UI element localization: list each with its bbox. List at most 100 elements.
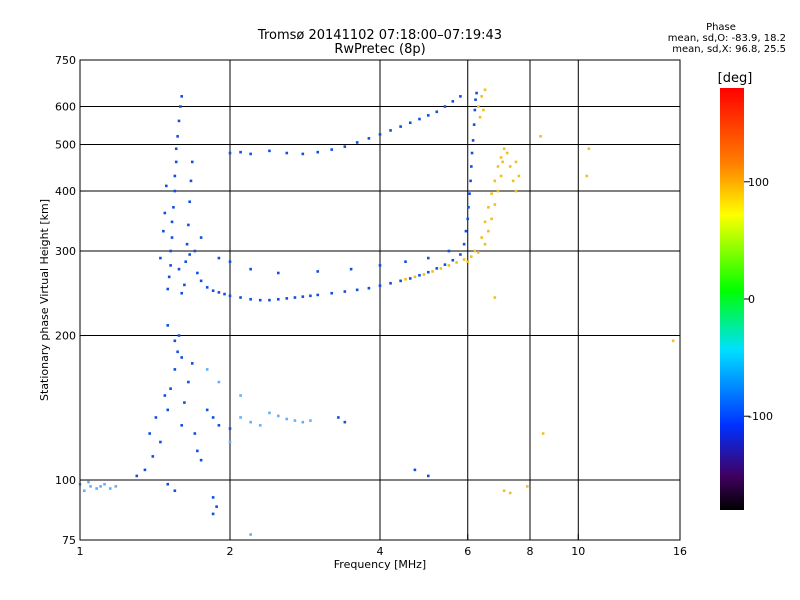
- phase-stats: Phase mean, sd,O: -83.9, 18.2 mean, sd,X…: [596, 22, 786, 55]
- scatter-point: [196, 271, 199, 275]
- scatter-point: [493, 296, 497, 299]
- scatter-point: [378, 133, 382, 136]
- scatter-point: [478, 115, 482, 119]
- scatter-point: [404, 260, 407, 264]
- scatter-point: [170, 220, 174, 224]
- scatter-point: [399, 125, 402, 128]
- scatter-point: [177, 334, 181, 337]
- scatter-point: [169, 249, 172, 253]
- scatter-point: [173, 489, 177, 493]
- scatter-point: [355, 141, 359, 144]
- scatter-point: [483, 220, 487, 224]
- scatter-point: [187, 380, 190, 384]
- scatter-point: [249, 533, 252, 536]
- scatter-point: [239, 416, 242, 419]
- scatter-point: [211, 416, 215, 419]
- scatter-point: [483, 242, 487, 246]
- scatter-point: [309, 294, 312, 298]
- scatter-point: [174, 160, 178, 164]
- scatter-point: [177, 119, 181, 123]
- scatter-point: [166, 482, 170, 486]
- scatter-point: [205, 408, 209, 412]
- phase-o-mode: mean, sd,O: -83.9, 18.2: [667, 33, 786, 44]
- scatter-point: [490, 217, 493, 221]
- scatter-point: [169, 387, 172, 390]
- scatter-point: [173, 174, 177, 178]
- scatter-point: [174, 147, 178, 151]
- scatter-point: [389, 129, 392, 132]
- scatter-point: [426, 474, 430, 478]
- scatter-point: [166, 408, 170, 412]
- scatter-point: [499, 174, 503, 178]
- scatter-point: [159, 256, 162, 260]
- scatter-point: [316, 150, 320, 154]
- scatter-point: [276, 414, 280, 418]
- scatter-point: [268, 411, 271, 415]
- scatter-point: [473, 249, 477, 253]
- scatter-point: [514, 160, 518, 164]
- scatter-point: [462, 258, 466, 261]
- scatter-point: [249, 267, 252, 271]
- scatter-point: [135, 474, 139, 478]
- scatter-point: [268, 298, 271, 302]
- scatter-point: [151, 455, 155, 458]
- scatter-point: [114, 485, 118, 488]
- scatter-point: [511, 179, 515, 183]
- scatter-point: [285, 417, 289, 421]
- scatter-point: [466, 217, 470, 221]
- scatter-point: [162, 229, 165, 233]
- scatter-point: [487, 205, 490, 209]
- scatter-point: [169, 264, 172, 267]
- scatter-point: [459, 95, 462, 98]
- scatter-point: [451, 258, 455, 262]
- scatter-point: [215, 505, 218, 508]
- scatter-point: [199, 458, 203, 462]
- scatter-point: [471, 139, 475, 142]
- scatter-point: [211, 512, 215, 516]
- scatter-point: [217, 380, 221, 384]
- x-tick-label: 2: [227, 545, 234, 558]
- scatter-point: [472, 123, 476, 126]
- scatter-point: [477, 251, 480, 254]
- y-axis: 75 100 200 300 400 500 600 750: [55, 54, 86, 547]
- scatter-point: [108, 487, 112, 490]
- scatter-point: [316, 270, 320, 273]
- scatter-point: [462, 242, 466, 246]
- scatter-point: [188, 253, 191, 256]
- scatter-point: [239, 394, 242, 397]
- scatter-point: [330, 291, 334, 295]
- x-tick-label: 1: [77, 545, 84, 558]
- scatter-point: [316, 293, 320, 297]
- scatter-point: [217, 256, 221, 260]
- scatter-point: [163, 394, 167, 397]
- grid-lines: [80, 60, 680, 540]
- colorbar: [720, 88, 744, 510]
- scatter-point: [309, 419, 312, 422]
- scatter-point: [180, 291, 184, 295]
- scatter-point: [183, 283, 186, 287]
- scatter-point: [87, 480, 90, 484]
- scatter-point: [482, 108, 485, 112]
- y-tick-label: 75: [62, 534, 76, 547]
- x-tick-label: 16: [673, 545, 687, 558]
- colorbar-tick-label: -100: [748, 410, 773, 423]
- scatter-point: [223, 292, 226, 296]
- scatter-point: [211, 496, 215, 499]
- colorbar-tick-label: 100: [748, 176, 769, 189]
- scatter-point: [228, 151, 232, 155]
- scatter-point: [443, 263, 447, 266]
- scatter-point: [408, 121, 412, 125]
- scatter-point: [496, 165, 500, 168]
- scatter-point: [483, 88, 487, 92]
- scatter-point: [166, 287, 170, 291]
- scatter-point: [413, 275, 417, 279]
- scatter-point: [276, 271, 280, 275]
- y-tick-label: 100: [55, 474, 76, 487]
- scatter-point: [190, 160, 194, 164]
- scatter-point: [330, 148, 334, 151]
- scatter-point: [435, 267, 439, 270]
- scatter-point: [367, 286, 371, 290]
- scatter-point: [459, 253, 462, 256]
- scatter-point: [505, 151, 509, 155]
